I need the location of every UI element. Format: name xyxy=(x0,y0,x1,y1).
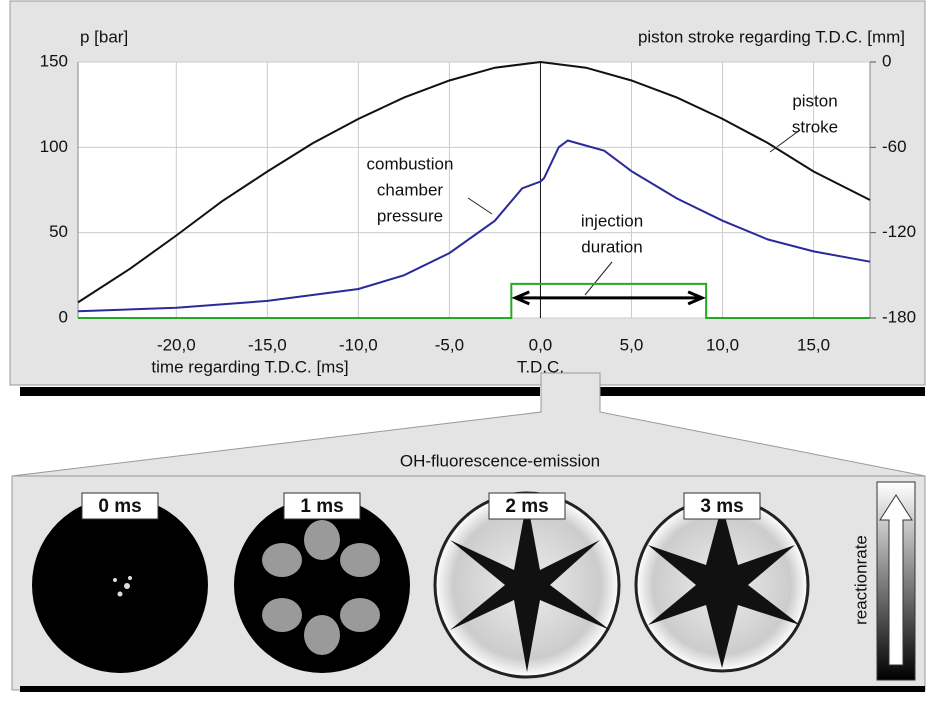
annotation: duration xyxy=(581,237,642,256)
x-tick-label: -15,0 xyxy=(248,335,287,354)
annotation: injection xyxy=(581,211,643,230)
y2-tick-label: -60 xyxy=(882,137,907,156)
injection-arrow xyxy=(511,290,706,306)
y2-tick-label: 0 xyxy=(882,51,891,70)
x-tick-label: 5,0 xyxy=(620,335,644,354)
panel-title: OH-fluorescence-emission xyxy=(400,451,600,470)
frame-label: 1 ms xyxy=(300,496,343,517)
series-line xyxy=(77,139,871,313)
annotation: pressure xyxy=(377,206,443,225)
y2-axis-label: piston stroke regarding T.D.C. [mm] xyxy=(638,27,905,46)
y-axis-label: p [bar] xyxy=(80,27,128,46)
frame-label-box xyxy=(683,492,761,520)
annotation: stroke xyxy=(792,117,838,136)
x-mark-label: T.D.C. xyxy=(517,357,564,376)
series-line xyxy=(77,60,871,304)
frame-image xyxy=(433,491,621,679)
leader-line xyxy=(467,197,493,215)
y2-tick-label: -180 xyxy=(882,307,916,326)
annotation: piston xyxy=(792,91,837,110)
frame-image xyxy=(32,497,208,673)
y2-tick-label: -120 xyxy=(882,222,916,241)
x-tick-label: -10,0 xyxy=(339,335,378,354)
x-tick-label: 10,0 xyxy=(706,335,739,354)
y-tick-label: 50 xyxy=(49,222,68,241)
frame-label-box xyxy=(81,492,159,520)
divider xyxy=(20,387,540,396)
x-tick-label: -5,0 xyxy=(435,335,464,354)
y-tick-label: 100 xyxy=(40,137,68,156)
annotation: combustion xyxy=(367,154,454,173)
annotation: chamber xyxy=(377,180,443,199)
x-tick-label: 15,0 xyxy=(797,335,830,354)
colorbar-label: reactionrate xyxy=(851,535,870,625)
injection-window xyxy=(78,282,870,319)
y-tick-label: 150 xyxy=(40,51,68,70)
y-tick-label: 0 xyxy=(59,307,68,326)
colorbar-arrow xyxy=(879,494,913,666)
frame-label-box xyxy=(488,492,566,520)
frame-label: 2 ms xyxy=(505,496,548,517)
x-tick-label: -20,0 xyxy=(157,335,196,354)
x-tick-label: 0,0 xyxy=(529,335,553,354)
divider xyxy=(20,686,925,692)
frame-label-box xyxy=(283,492,361,520)
x-axis-label: time regarding T.D.C. [ms] xyxy=(151,357,348,376)
frame-image xyxy=(234,497,410,673)
leader-line xyxy=(584,261,613,296)
frame-image xyxy=(634,497,810,673)
plot-area xyxy=(78,62,870,318)
frame-label: 3 ms xyxy=(700,496,743,517)
divider xyxy=(600,387,925,396)
frame-label: 0 ms xyxy=(98,496,141,517)
